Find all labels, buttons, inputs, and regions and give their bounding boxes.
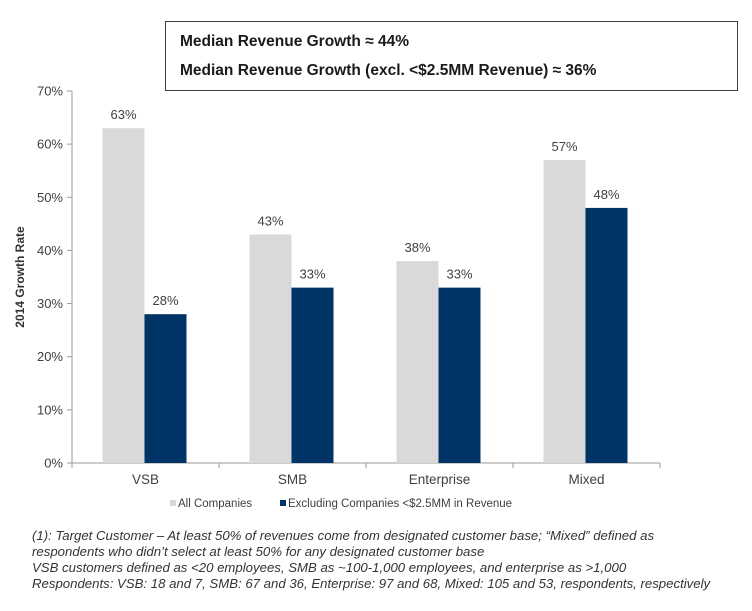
median-growth-text: Median Revenue Growth ≈ 44% <box>180 33 410 50</box>
footnote-line-1: (1): Target Customer – At least 50% of r… <box>32 528 655 543</box>
footnote: (1): Target Customer – At least 50% of r… <box>32 528 750 592</box>
x-category-label: Enterprise <box>409 472 471 487</box>
bar-vsb-all <box>102 128 145 463</box>
y-tick-label: 0% <box>44 456 63 471</box>
bar-enterprise-excl <box>438 287 481 463</box>
y-tick-label: 20% <box>37 349 63 364</box>
y-tick-label: 50% <box>37 190 63 205</box>
bar-value-label: 43% <box>257 213 283 228</box>
legend-swatch <box>170 500 176 506</box>
bar-mixed-excl <box>585 207 628 463</box>
x-category-label: SMB <box>278 472 307 487</box>
bar-value-label: 33% <box>446 267 472 282</box>
footnote-line-3: VSB customers defined as <20 employees, … <box>32 560 627 575</box>
bar-value-label: 63% <box>110 107 136 122</box>
bar-value-label: 48% <box>593 187 619 202</box>
bar-smb-all <box>249 234 292 463</box>
y-tick-label: 30% <box>37 296 63 311</box>
bar-mixed-all <box>543 160 586 464</box>
legend-label: All Companies <box>178 498 252 510</box>
y-tick-label: 40% <box>37 243 63 258</box>
x-category-label: Mixed <box>568 472 604 487</box>
y-axis-title: 2014 Growth Rate <box>13 226 27 328</box>
bar-smb-excl <box>291 287 334 463</box>
bar-value-label: 33% <box>299 267 325 282</box>
bar-value-label: 28% <box>152 293 178 308</box>
x-category-label: VSB <box>132 472 159 487</box>
footnote-line-2: respondents who didn’t select at least 5… <box>32 544 485 559</box>
legend-swatch <box>280 500 286 506</box>
bar-vsb-excl <box>144 314 187 463</box>
y-tick-label: 70% <box>37 84 63 99</box>
bar-value-label: 38% <box>404 240 430 255</box>
legend-label: Excluding Companies <$2.5MM in Revenue <box>288 498 512 510</box>
y-tick-label: 10% <box>37 402 63 417</box>
bar-enterprise-all <box>396 261 439 463</box>
median-growth-callout: Median Revenue Growth ≈ 44% Median Reven… <box>165 21 738 91</box>
bar-value-label: 57% <box>551 139 577 154</box>
footnote-line-4: Respondents: VSB: 18 and 7, SMB: 67 and … <box>32 576 711 591</box>
y-tick-label: 60% <box>37 137 63 152</box>
median-growth-excl-text: Median Revenue Growth (excl. <$2.5MM Rev… <box>180 62 597 79</box>
